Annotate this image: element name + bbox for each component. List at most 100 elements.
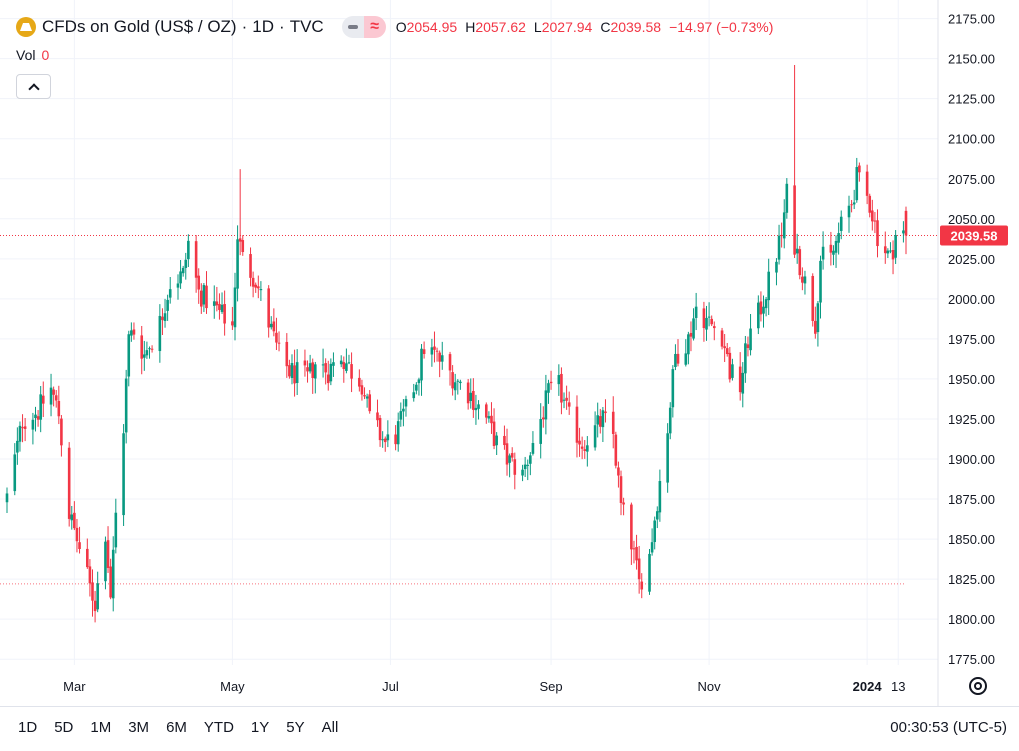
candle-body (41, 395, 45, 404)
candle-body (523, 464, 527, 470)
candle-body (531, 443, 535, 454)
candle-body (168, 289, 172, 298)
candle-body (492, 421, 496, 446)
candle-body (314, 364, 317, 379)
volume-legend: Vol 0 (16, 47, 49, 63)
candle-body (819, 260, 822, 303)
price-tick-label: 2175.00 (948, 12, 995, 27)
candle-body (106, 540, 110, 568)
candle-body (855, 167, 859, 201)
candle-body (394, 434, 397, 445)
price-tick-label: 2125.00 (948, 92, 995, 107)
candle-body (676, 353, 680, 364)
candle-body (777, 235, 781, 260)
candle-body (140, 335, 144, 359)
candle-body (415, 384, 418, 391)
range-button-1m[interactable]: 1M (90, 719, 112, 736)
candle-body (433, 346, 436, 350)
candle-body (78, 542, 81, 549)
candle-body (218, 303, 221, 310)
candle-body (378, 417, 382, 441)
candle-body (821, 246, 825, 260)
source-label[interactable]: TVC (289, 17, 324, 36)
candle-body (21, 427, 24, 429)
candle-body (850, 204, 853, 206)
candle-body (202, 285, 206, 305)
candle-body (383, 438, 387, 443)
candle-body (54, 395, 58, 401)
range-button-3m[interactable]: 3M (128, 719, 150, 736)
price-tick-label: 1950.00 (948, 372, 995, 387)
candle-body (360, 385, 364, 395)
candle-body (477, 404, 480, 409)
collapse-legend-button[interactable] (16, 74, 51, 99)
candle-body (614, 434, 618, 466)
candle-body (285, 341, 289, 367)
candle-body (111, 549, 115, 599)
range-button-1d[interactable]: 1D (18, 719, 38, 736)
candle-body (197, 275, 201, 290)
candle-body (161, 316, 164, 321)
price-tick-label: 2100.00 (948, 132, 995, 147)
candle-body (728, 352, 732, 380)
candle-body (865, 171, 869, 196)
volume-label[interactable]: Vol (16, 47, 36, 63)
candle-body (332, 362, 335, 366)
candle-body (793, 185, 796, 255)
range-button-all[interactable]: All (321, 719, 339, 736)
price-tick-label: 2000.00 (948, 292, 995, 307)
candle-body (251, 277, 255, 287)
price-axis[interactable]: 1775.00 1800.00 1825.00 1850.00 1875.00 1900.… (948, 12, 995, 668)
legend-buttons: ≈ (341, 16, 386, 38)
candle-body (578, 440, 581, 445)
candle-body (472, 390, 475, 410)
candle-body (75, 527, 79, 542)
candle-body (593, 425, 597, 448)
candle-body (782, 212, 786, 239)
range-button-6m[interactable]: 6M (166, 719, 187, 736)
timezone-clock[interactable]: 00:30:53 (UTC-5) (890, 719, 1007, 736)
candle-body (93, 600, 97, 612)
candle-body (580, 446, 584, 449)
candle-body (31, 419, 35, 430)
interval-label[interactable]: 1D (252, 17, 275, 36)
candle-body (674, 353, 677, 368)
candle-body (780, 234, 783, 237)
range-button-5d[interactable]: 5D (54, 719, 74, 736)
candle-body (694, 306, 698, 318)
time-axis[interactable]: Mar May Jul Sep Nov 2024 13 (63, 679, 905, 694)
symbol-title[interactable]: CFDs on Gold (US$ / OZ) (42, 17, 237, 36)
range-button-ytd[interactable]: YTD (203, 719, 234, 736)
candle-body (430, 347, 434, 355)
gold-logo-icon (16, 17, 36, 37)
candle-body (358, 377, 361, 387)
candle-body (839, 216, 843, 231)
candle-body (689, 332, 693, 337)
candle-body (435, 350, 439, 352)
candle-body (707, 316, 711, 318)
candle-body (321, 364, 325, 366)
candle-body (687, 334, 690, 355)
wave-icon[interactable]: ≈ (363, 16, 386, 38)
candle-body (363, 395, 366, 397)
candle-body (241, 240, 245, 253)
candle-body (396, 421, 400, 445)
candle-body (611, 411, 615, 434)
candle-body (365, 396, 369, 399)
settings-icon[interactable] (969, 677, 987, 695)
candle-body (342, 362, 346, 370)
candle-body (52, 389, 55, 395)
range-button-5y[interactable]: 5Y (286, 719, 305, 736)
range-button-1y[interactable]: 1Y (250, 719, 270, 736)
close-value: 2039.58 (610, 19, 662, 35)
minus-icon[interactable] (341, 16, 364, 38)
candle-body (176, 283, 180, 288)
candle-body (902, 230, 905, 234)
price-change: −14.97 (−0.73%) (669, 19, 774, 35)
candle-body (402, 408, 405, 412)
open-label: O (395, 19, 407, 35)
candle-body (495, 435, 498, 446)
candle-body (513, 459, 517, 475)
price-tick-label: 2025.00 (948, 252, 995, 267)
